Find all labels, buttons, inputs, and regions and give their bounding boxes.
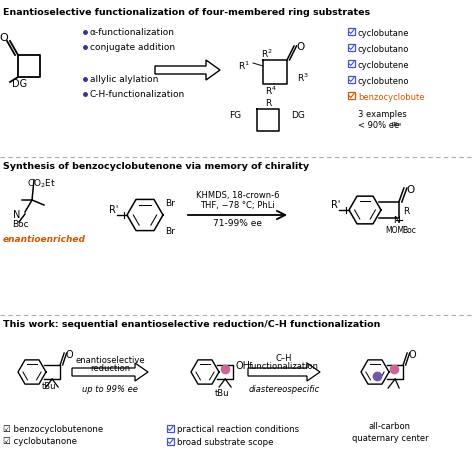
Text: R': R': [331, 200, 340, 210]
Text: α-functionalization: α-functionalization: [90, 28, 175, 37]
Text: cyclobutano: cyclobutano: [358, 45, 410, 54]
Text: [Re: [Re: [392, 121, 402, 126]
Text: C-H-functionalization: C-H-functionalization: [90, 90, 185, 99]
Text: benzocyclobute: benzocyclobute: [358, 93, 425, 102]
Text: enantioenriched: enantioenriched: [3, 235, 86, 244]
Text: practical reaction conditions: practical reaction conditions: [177, 425, 299, 434]
Text: O: O: [408, 350, 416, 360]
Text: 3 examples: 3 examples: [358, 110, 407, 119]
Text: C–H: C–H: [276, 354, 292, 363]
Text: O: O: [65, 350, 73, 360]
Text: diastereospecific: diastereospecific: [248, 385, 319, 394]
Bar: [348, 60, 355, 67]
Polygon shape: [155, 60, 220, 80]
Bar: [167, 438, 174, 445]
Text: up to 99% ee: up to 99% ee: [82, 385, 138, 394]
Text: Boc: Boc: [12, 220, 28, 229]
Text: THF, −78 °C; PhLi: THF, −78 °C; PhLi: [200, 201, 275, 210]
Bar: [348, 76, 355, 83]
Text: CO$_2$Et: CO$_2$Et: [27, 178, 56, 191]
Bar: [348, 92, 355, 99]
Text: cyclobutane: cyclobutane: [358, 29, 410, 38]
Bar: [348, 44, 355, 51]
Text: allylic alylation: allylic alylation: [90, 75, 158, 84]
Bar: [167, 425, 174, 432]
Text: MOM: MOM: [385, 226, 404, 235]
Text: FG: FG: [229, 110, 241, 119]
Text: DG: DG: [12, 79, 27, 89]
Polygon shape: [248, 363, 320, 381]
Text: Br: Br: [165, 227, 175, 236]
Text: R: R: [403, 207, 409, 216]
Text: R: R: [265, 99, 271, 108]
Text: enantioselective: enantioselective: [75, 356, 145, 365]
Text: N: N: [393, 216, 400, 225]
Text: This work: sequential enantioselective reduction/C-H functionalization: This work: sequential enantioselective r…: [3, 320, 380, 329]
Text: N: N: [13, 210, 21, 220]
Text: reduction: reduction: [90, 364, 130, 373]
Text: O: O: [296, 42, 304, 52]
Text: ☑ cyclobutanone: ☑ cyclobutanone: [3, 437, 77, 446]
Text: cyclobutene: cyclobutene: [358, 61, 410, 70]
Text: tBu: tBu: [215, 389, 229, 398]
Text: Enantioselective functionalization of four-membered ring substrates: Enantioselective functionalization of fo…: [3, 8, 370, 17]
Text: R$^3$: R$^3$: [297, 72, 309, 84]
Text: R$^2$: R$^2$: [261, 48, 273, 60]
Text: cyclobuteno: cyclobuteno: [358, 77, 410, 86]
Text: conjugate addition: conjugate addition: [90, 43, 175, 52]
Text: ☑ benzocyclobutenone: ☑ benzocyclobutenone: [3, 425, 103, 434]
Text: O: O: [407, 185, 415, 195]
Text: R': R': [109, 205, 118, 215]
Text: Br: Br: [165, 199, 175, 208]
Text: Boc: Boc: [402, 226, 416, 235]
Text: O: O: [0, 33, 9, 43]
Text: tBu: tBu: [42, 382, 56, 391]
Text: all-carbon
quaternary center: all-carbon quaternary center: [352, 422, 428, 443]
Text: OH: OH: [235, 361, 250, 371]
Text: KHMDS, 18-crown-6: KHMDS, 18-crown-6: [196, 191, 279, 200]
Text: functionalization: functionalization: [249, 362, 319, 371]
Text: R$^1$: R$^1$: [238, 60, 250, 72]
Text: broad substrate scope: broad substrate scope: [177, 438, 273, 447]
Text: DG: DG: [291, 110, 305, 119]
Text: Synthesis of benzocyclobutenone via memory of chirality: Synthesis of benzocyclobutenone via memo…: [3, 162, 309, 171]
Polygon shape: [72, 363, 148, 381]
Text: R$^4$: R$^4$: [265, 85, 277, 97]
Text: < 90% ee: < 90% ee: [358, 121, 402, 130]
Text: 71-99% ee: 71-99% ee: [213, 219, 262, 228]
Bar: [348, 28, 355, 35]
